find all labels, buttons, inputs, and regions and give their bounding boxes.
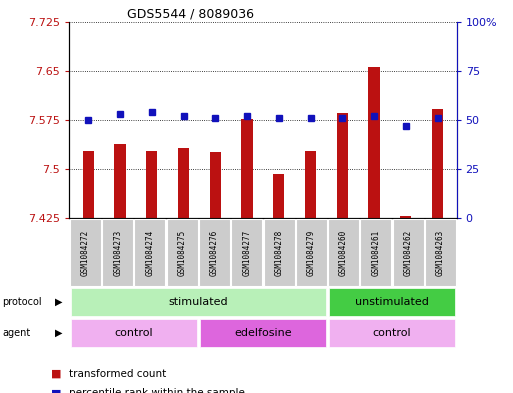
- Bar: [83, 151, 94, 218]
- Text: GSM1084279: GSM1084279: [307, 230, 316, 275]
- Text: ▶: ▶: [55, 328, 63, 338]
- Text: GSM1084276: GSM1084276: [210, 230, 219, 275]
- FancyBboxPatch shape: [231, 219, 262, 285]
- Text: GSM1084260: GSM1084260: [339, 230, 348, 275]
- Text: GSM1084278: GSM1084278: [274, 230, 284, 275]
- Bar: [242, 119, 252, 218]
- Text: agent: agent: [3, 328, 31, 338]
- FancyBboxPatch shape: [199, 219, 230, 285]
- FancyBboxPatch shape: [361, 219, 391, 285]
- Text: transformed count: transformed count: [69, 369, 167, 379]
- FancyBboxPatch shape: [71, 288, 326, 316]
- Text: GSM1084274: GSM1084274: [146, 230, 154, 275]
- Bar: [178, 148, 189, 218]
- Bar: [337, 113, 348, 218]
- Bar: [432, 109, 443, 218]
- Text: ▶: ▶: [55, 297, 63, 307]
- FancyBboxPatch shape: [329, 319, 455, 347]
- FancyBboxPatch shape: [102, 219, 133, 285]
- Text: unstimulated: unstimulated: [355, 297, 429, 307]
- Text: control: control: [373, 328, 411, 338]
- FancyBboxPatch shape: [70, 219, 101, 285]
- Text: ■: ■: [51, 369, 62, 379]
- Text: stimulated: stimulated: [169, 297, 228, 307]
- Text: percentile rank within the sample: percentile rank within the sample: [69, 388, 245, 393]
- Text: GSM1084272: GSM1084272: [81, 230, 90, 275]
- Text: GSM1084261: GSM1084261: [371, 230, 380, 275]
- FancyBboxPatch shape: [328, 219, 359, 285]
- Text: edelfosine: edelfosine: [234, 328, 292, 338]
- Bar: [210, 152, 221, 218]
- Text: GSM1084275: GSM1084275: [177, 230, 187, 275]
- FancyBboxPatch shape: [425, 219, 456, 285]
- FancyBboxPatch shape: [264, 219, 294, 285]
- Text: ■: ■: [51, 388, 62, 393]
- Bar: [305, 151, 316, 218]
- Bar: [400, 216, 411, 218]
- Bar: [114, 144, 126, 218]
- FancyBboxPatch shape: [200, 319, 326, 347]
- Text: GSM1084263: GSM1084263: [436, 230, 445, 275]
- Bar: [273, 174, 284, 218]
- FancyBboxPatch shape: [296, 219, 327, 285]
- Text: GSM1084273: GSM1084273: [113, 230, 122, 275]
- Bar: [146, 151, 157, 218]
- FancyBboxPatch shape: [134, 219, 165, 285]
- Text: GSM1084262: GSM1084262: [404, 230, 412, 275]
- Text: protocol: protocol: [3, 297, 42, 307]
- FancyBboxPatch shape: [392, 219, 424, 285]
- FancyBboxPatch shape: [71, 319, 197, 347]
- Text: control: control: [114, 328, 153, 338]
- FancyBboxPatch shape: [167, 219, 198, 285]
- Text: GDS5544 / 8089036: GDS5544 / 8089036: [127, 7, 254, 20]
- Bar: [368, 67, 380, 218]
- Text: GSM1084277: GSM1084277: [242, 230, 251, 275]
- FancyBboxPatch shape: [329, 288, 455, 316]
